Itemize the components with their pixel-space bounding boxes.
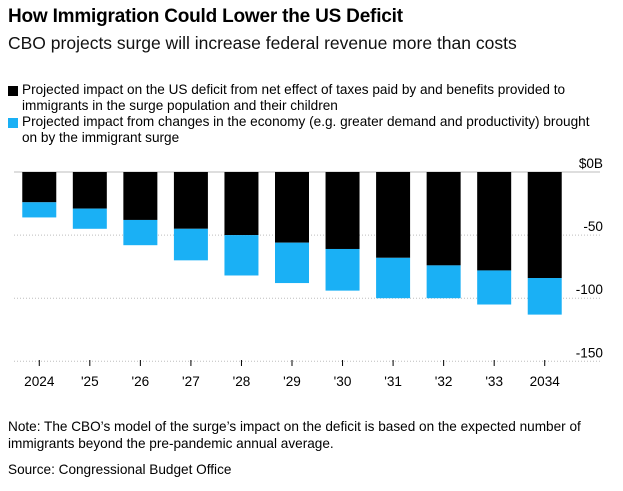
x-tick-label: '33 <box>485 374 503 389</box>
bar-segment <box>325 172 360 249</box>
x-tick-label: '27 <box>182 374 200 389</box>
bar-segment <box>224 172 259 236</box>
bar-segment <box>123 219 158 246</box>
bar-chart: $0B -50 -100 -150 2024 '25 '26 '27 '28 '29 '30 '31 '… <box>14 156 604 389</box>
x-tick-label: '29 <box>283 374 301 389</box>
bar-segment <box>22 172 57 203</box>
bar-segment <box>426 172 461 266</box>
y-tick-label: -150 <box>576 345 604 360</box>
x-tick-label: 2024 <box>24 374 55 389</box>
bar-segment <box>173 172 208 229</box>
bar-segment <box>376 257 411 299</box>
legend-label-net-taxes: Projected impact on the US deficit from … <box>22 82 566 113</box>
bar-segment <box>224 235 259 276</box>
x-tick-label: '25 <box>81 374 99 389</box>
chart-subtitle: CBO projects surge will increase federal… <box>8 33 517 53</box>
bar-segment <box>325 248 360 291</box>
bar-segment <box>477 172 512 271</box>
x-tick-label: '30 <box>334 374 352 389</box>
source-line: Source: Congressional Budget Office <box>8 462 232 477</box>
bar-segment <box>376 172 411 258</box>
legend: Projected impact on the US deficit from … <box>8 82 608 146</box>
bar-segment <box>527 172 562 279</box>
x-tick-label: '32 <box>435 374 453 389</box>
bar-segment <box>72 172 107 209</box>
bar-segment <box>477 270 512 305</box>
legend-item-net-taxes: Projected impact on the US deficit from … <box>8 82 608 114</box>
legend-label-economy: Projected impact from changes in the eco… <box>22 114 590 145</box>
y-tick-label: -100 <box>576 282 604 297</box>
legend-swatch-economy <box>8 118 18 128</box>
legend-item-economy: Projected impact from changes in the eco… <box>8 114 608 146</box>
bar-segment <box>173 228 208 261</box>
bar-segment <box>123 172 158 220</box>
bar-segment <box>527 278 562 315</box>
chart-title: How Immigration Could Lower the US Defic… <box>8 6 403 27</box>
footnote: Note: The CBO’s model of the surge’s imp… <box>8 419 581 451</box>
y-tick-label: $0B <box>579 156 603 171</box>
bar-segment <box>72 208 107 229</box>
legend-swatch-net-taxes <box>8 86 18 96</box>
bar-segment <box>426 265 461 299</box>
y-tick-label: -50 <box>583 219 603 234</box>
x-tick-label: '28 <box>233 374 251 389</box>
x-tick-label: '31 <box>384 374 402 389</box>
bar-segment <box>22 202 57 218</box>
bar-segment <box>275 172 309 243</box>
bar-segment <box>275 242 309 284</box>
x-tick-label: 2034 <box>530 374 561 389</box>
x-tick-label: '26 <box>132 374 150 389</box>
